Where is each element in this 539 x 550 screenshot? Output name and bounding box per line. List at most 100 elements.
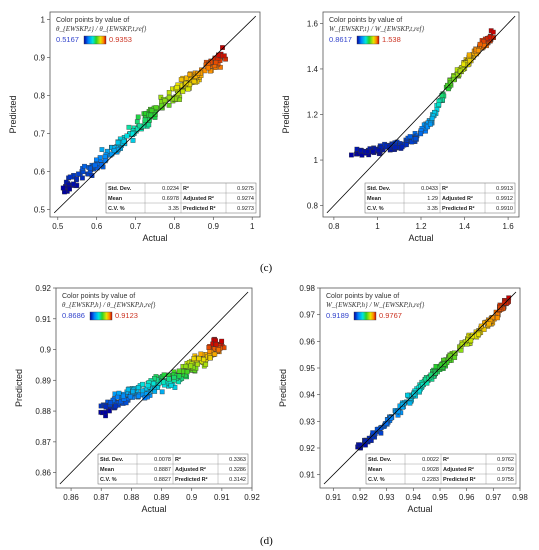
- data-point: [102, 154, 108, 160]
- stats-value: 0.8827: [154, 477, 171, 483]
- data-point: [74, 176, 80, 182]
- x-axis-label: Actual: [407, 504, 432, 514]
- data-point: [436, 102, 442, 107]
- diagonal-line: [59, 291, 249, 485]
- data-point: [115, 140, 121, 146]
- y-tick-label: 0.93: [299, 417, 315, 426]
- legend-title: Color points by value of: [329, 17, 402, 24]
- legend-max: 0.9123: [115, 311, 138, 320]
- data-point: [203, 362, 209, 367]
- y-tick-label: 0.86: [35, 469, 51, 478]
- data-point: [126, 124, 132, 130]
- y-tick-label: 1.2: [307, 111, 319, 120]
- stats-value: 3.35: [427, 206, 438, 212]
- data-point: [478, 323, 484, 329]
- legend-colorbar: [353, 311, 377, 321]
- stats-value: 0.6978: [162, 196, 179, 202]
- data-point: [407, 400, 413, 406]
- data-point: [168, 383, 174, 388]
- x-tick-label: 0.9: [186, 493, 198, 502]
- y-tick-label: 0.8: [307, 202, 319, 211]
- data-point: [358, 148, 363, 153]
- data-point: [166, 102, 172, 108]
- y-axis-label: Predicted: [8, 95, 18, 133]
- x-tick-label: 1: [375, 222, 380, 231]
- data-point: [67, 174, 73, 180]
- data-point: [212, 351, 218, 357]
- data-point: [201, 357, 207, 362]
- y-tick-label: 0.8: [34, 92, 46, 101]
- stats-value: 0.9275: [237, 186, 254, 192]
- data-point: [491, 35, 496, 40]
- data-point: [127, 394, 133, 400]
- legend-title: Color points by value of: [62, 293, 135, 300]
- y-tick-label: 0.9: [34, 54, 46, 63]
- data-point: [191, 356, 197, 361]
- data-point: [142, 395, 148, 401]
- y-tick-label: 0.97: [299, 311, 315, 320]
- data-point: [166, 95, 172, 100]
- data-point: [130, 138, 136, 143]
- data-point: [477, 41, 483, 47]
- stats-value: 0.2283: [422, 477, 439, 483]
- x-tick-label: 0.86: [63, 493, 79, 502]
- data-point: [357, 442, 363, 448]
- stats-label: Adjusted R²: [183, 195, 214, 202]
- x-tick-label: 0.8: [169, 222, 181, 231]
- data-point: [481, 327, 487, 332]
- data-point: [152, 389, 158, 394]
- data-point: [149, 108, 155, 113]
- y-tick-label: 0.98: [299, 284, 315, 293]
- data-point: [459, 341, 465, 347]
- x-tick-label: 0.92: [352, 493, 368, 502]
- data-point: [180, 89, 186, 94]
- data-point: [99, 147, 105, 152]
- x-tick-label: 1.6: [503, 222, 515, 231]
- data-point: [178, 77, 184, 82]
- stats-label: Mean: [108, 196, 123, 202]
- data-point: [135, 114, 141, 120]
- data-point: [363, 442, 368, 448]
- data-point: [420, 382, 425, 388]
- stats-value: 0.9913: [496, 186, 513, 192]
- stats-table: Std. Dev. 0.0433 R² 0.9913 Mean 1.29 Adjusted …: [364, 182, 516, 214]
- data-point: [162, 98, 168, 103]
- y-tick-label: 0.5: [34, 205, 46, 214]
- y-tick-label: 0.87: [35, 438, 51, 447]
- y-axis-label: Predicted: [14, 369, 24, 407]
- data-point: [376, 147, 381, 153]
- data-point: [125, 387, 131, 392]
- stats-value: 0.9274: [237, 196, 254, 202]
- data-point: [457, 68, 463, 74]
- data-point: [193, 73, 198, 79]
- data-point: [370, 149, 376, 155]
- data-point: [448, 80, 453, 86]
- data-point: [134, 119, 140, 125]
- data-point: [120, 393, 126, 399]
- data-point: [466, 52, 472, 58]
- x-tick-label: 0.98: [512, 493, 528, 502]
- scatter-points: [60, 45, 228, 195]
- stats-label: Std. Dev.: [108, 186, 132, 192]
- data-point: [166, 90, 172, 95]
- data-point: [405, 392, 410, 398]
- x-tick-label: 0.7: [130, 222, 142, 231]
- data-point: [429, 115, 435, 121]
- data-point: [176, 368, 182, 374]
- data-point: [404, 142, 409, 148]
- x-axis-label: Actual: [142, 233, 167, 243]
- stats-value: 0.0234: [162, 186, 179, 192]
- data-point: [407, 134, 413, 139]
- x-tick-label: 0.91: [326, 493, 342, 502]
- data-point: [486, 321, 492, 327]
- data-point: [67, 186, 72, 192]
- data-point: [191, 79, 197, 84]
- legend-colorbar: [356, 35, 380, 45]
- data-point: [92, 162, 98, 168]
- data-point: [136, 393, 141, 399]
- stats-value: 0.9028: [422, 467, 439, 473]
- y-tick-label: 1.4: [307, 65, 319, 74]
- data-point: [130, 389, 136, 394]
- stats-label: Predicted R²: [175, 476, 208, 483]
